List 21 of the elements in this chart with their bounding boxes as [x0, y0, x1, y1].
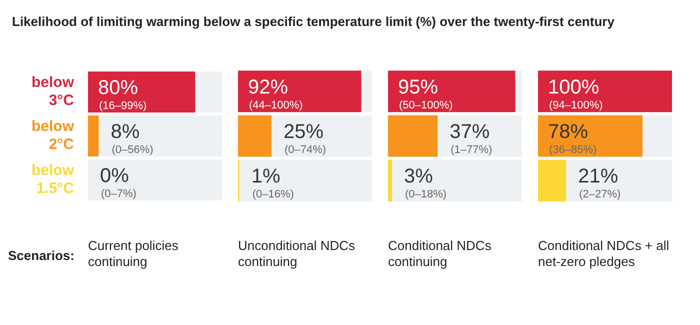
data-label: 3% (0–18%) — [404, 166, 447, 201]
text: Likelihood of limiting warming below a specific temperature limit (%) over the twenty-first century — [11, 13, 616, 31]
data-label: 95% (50–100%) — [398, 76, 453, 112]
data-label: 92% (44–100%) — [248, 76, 303, 112]
data-label: 0% (0–7%) — [100, 165, 136, 200]
x-axis-title: Current policies continuing — [88, 238, 180, 270]
data-label: 25% (0–74%) — [284, 121, 326, 156]
data-label: 21% (2–27%) — [578, 166, 621, 201]
data-label: 1% (0–16%) — [251, 166, 294, 201]
text: Scenarios: — [8, 248, 76, 263]
x-axis-title: Unconditional NDCs continuing — [238, 238, 356, 270]
data-label: 100% (94–100%) — [548, 76, 603, 112]
data-label: 80% (16–99%) — [98, 77, 147, 112]
x-axis-title: Conditional NDCs continuing — [388, 238, 492, 270]
data-label: 37% (1–77%) — [450, 121, 492, 156]
x-axis-title: Conditional NDCs + all net-zero pledges — [538, 238, 670, 270]
data-label: 78% (36–85%) — [548, 121, 597, 156]
y-tick-label: below 3°C — [31, 74, 74, 110]
y-tick-label: below 1.5°C — [31, 162, 74, 198]
data-label: 8% (0–56%) — [110, 121, 154, 156]
y-tick-label: below 2°C — [31, 118, 74, 154]
